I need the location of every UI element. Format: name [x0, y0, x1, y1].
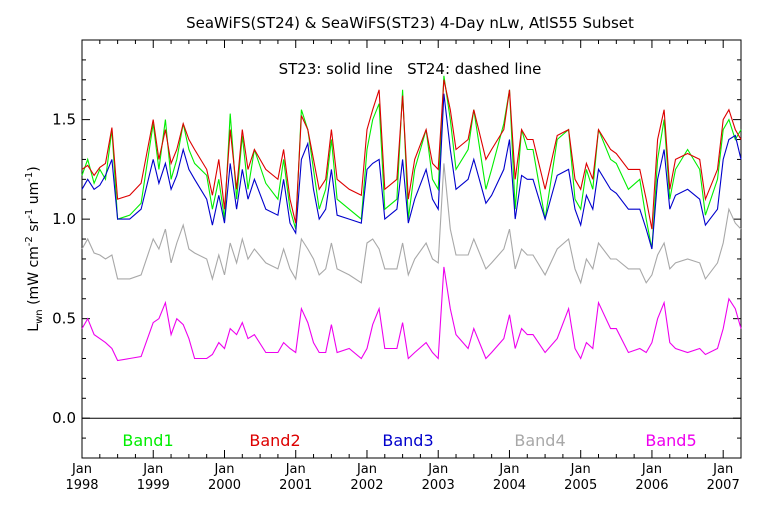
x-tick-label-month: Jan — [213, 462, 234, 477]
series-line-band2 — [81, 79, 742, 230]
x-tick-label-year: 2001 — [279, 478, 312, 493]
y-axis-label-exp: -2 — [24, 236, 35, 246]
line-style-annotation: ST23: solid line ST24: dashed line — [279, 60, 542, 78]
x-tick-label-year: 2006 — [635, 478, 668, 493]
legend: Band1 Band2 Band3 Band4 Band5 — [122, 431, 696, 450]
x-tick-label-year: 2002 — [350, 478, 383, 493]
x-tick-label-month: Jan — [570, 462, 591, 477]
legend-entry-band5: Band5 — [645, 431, 696, 450]
y-axis-label-units: (mW cm — [26, 246, 42, 309]
plot-frame — [81, 39, 742, 459]
x-tick-label-month: Jan — [285, 462, 306, 477]
x-tick-label-month: Jan — [498, 462, 519, 477]
y-axis-label-units: sr — [26, 218, 42, 236]
x-tick-label-month: Jan — [641, 462, 662, 477]
x-tick-label-year: 1998 — [65, 478, 98, 493]
series-line-band5 — [81, 266, 742, 362]
y-axis-label-exp: -1 — [24, 209, 35, 219]
series-line-band1 — [81, 75, 742, 250]
axes-layer: 0.00.51.01.5Jan1998Jan1999Jan2000Jan2001… — [52, 40, 742, 493]
x-tick-label-month: Jan — [142, 462, 163, 477]
y-axis-label-exp: -1 — [24, 172, 35, 182]
x-tick-label-year: 1999 — [137, 478, 170, 493]
x-tick-label-month: Jan — [356, 462, 377, 477]
y-tick-label: 0.0 — [52, 409, 76, 427]
x-tick-label-year: 2005 — [564, 478, 597, 493]
x-tick-label-month: Jan — [427, 462, 448, 477]
series-line-band4 — [81, 163, 742, 285]
series-layer — [81, 75, 742, 362]
x-tick-label-month: Jan — [71, 462, 92, 477]
y-axis-label-main: L — [26, 324, 42, 332]
y-tick-label: 0.5 — [52, 310, 76, 328]
x-tick-label-year: 2000 — [208, 478, 241, 493]
y-axis-label: Lwn (mW cm-2 sr-1 um-1) — [24, 166, 45, 331]
y-axis-label-sub: wn — [34, 309, 45, 324]
chart-title: SeaWiFS(ST24) & SeaWiFS(ST23) 4-Day nLw,… — [186, 14, 634, 32]
y-tick-label: 1.0 — [52, 210, 76, 228]
legend-entry-band4: Band4 — [514, 431, 565, 450]
x-tick-label-month: Jan — [712, 462, 733, 477]
legend-entry-band3: Band3 — [382, 431, 433, 450]
x-tick-label-year: 2003 — [422, 478, 455, 493]
x-tick-label-year: 2007 — [707, 478, 740, 493]
legend-entry-band1: Band1 — [122, 431, 173, 450]
y-tick-label: 1.5 — [52, 111, 76, 129]
legend-entry-band2: Band2 — [249, 431, 300, 450]
x-tick-label-year: 2004 — [493, 478, 526, 493]
series-line-band3 — [81, 93, 742, 250]
y-axis-label-units: ) — [26, 166, 42, 171]
y-axis-label-units: um — [26, 182, 42, 209]
